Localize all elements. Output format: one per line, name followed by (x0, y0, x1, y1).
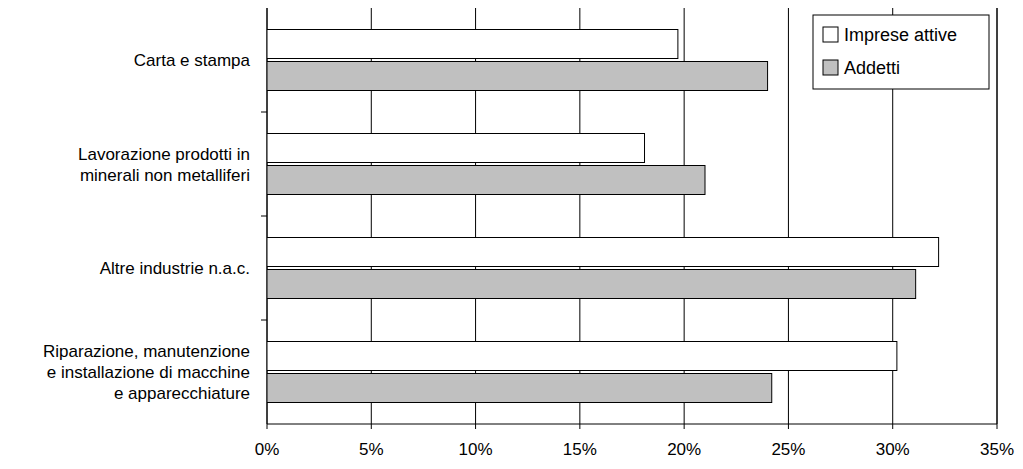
category-label: Altre industrie n.a.c. (100, 259, 250, 278)
tick-mark (892, 424, 893, 429)
bar (267, 166, 705, 195)
category-label-line: e apparecchiature (114, 384, 250, 403)
tick-mark (579, 424, 580, 429)
tick-label: 30% (876, 440, 910, 459)
tick-mark (788, 424, 789, 429)
tick-label: 5% (359, 440, 384, 459)
tick-mark (371, 424, 372, 429)
category-label: Lavorazione prodotti in minerali non meta… (78, 145, 250, 185)
tick-mark (475, 424, 476, 429)
category-label-line: Riparazione, manutenzione (43, 342, 250, 361)
category-label-line: Altre industrie n.a.c. (100, 259, 250, 278)
category-tick (261, 112, 267, 113)
tick-label: 0% (255, 440, 280, 459)
chart: 0% 5% 10% 15% 20% 25% 30% 35% Carta e stampa Lavo… (0, 0, 1023, 469)
bar (267, 62, 768, 91)
category-label-line: minerali non metalliferi (80, 166, 250, 185)
bar (267, 374, 772, 403)
tick-mark (684, 424, 685, 429)
category-label: Carta e stampa (134, 51, 251, 70)
tick-mark (997, 424, 998, 429)
bar (267, 238, 939, 267)
tick-label: 35% (980, 440, 1014, 459)
category-label-line: e installazione di macchine (47, 363, 250, 382)
legend-swatch (823, 60, 838, 75)
category-label-line: Lavorazione prodotti in (78, 145, 250, 164)
tick-mark (267, 424, 268, 429)
tick-label: 20% (667, 440, 701, 459)
axis-line (267, 424, 997, 425)
category-tick (261, 320, 267, 321)
bar (267, 342, 897, 371)
category-label-line: Carta e stampa (134, 51, 251, 70)
legend-label: Addetti (844, 58, 900, 78)
grid-line (997, 8, 998, 424)
legend-label: Imprese attive (844, 25, 957, 45)
legend (813, 15, 989, 89)
tick-label: 10% (459, 440, 493, 459)
tick-label: 25% (771, 440, 805, 459)
bar (267, 270, 916, 299)
category-label: Riparazione, manutenzione e installazione… (43, 342, 250, 403)
bar (267, 134, 645, 163)
category-tick (261, 216, 267, 217)
axis-line (997, 8, 998, 424)
bar (267, 30, 678, 59)
tick-label: 15% (563, 440, 597, 459)
legend-swatch (823, 27, 838, 42)
